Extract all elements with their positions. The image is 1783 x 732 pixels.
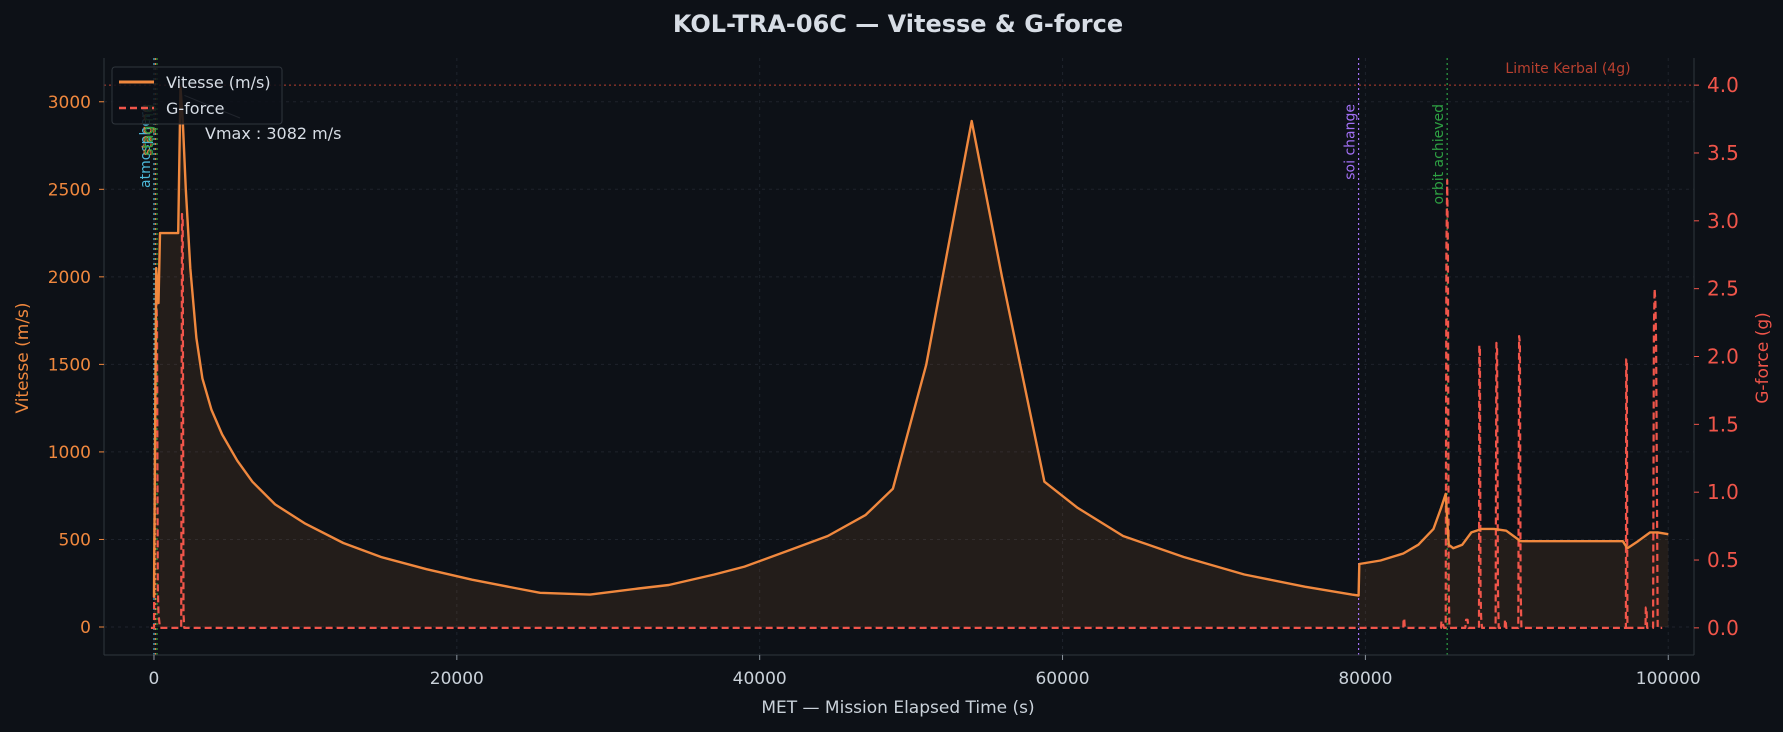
y-left-tick-label: 2500 [48,180,91,200]
y-left-tick-label: 500 [59,530,91,550]
velocity-fill [154,87,1669,627]
y-right-tick-label: 2.0 [1707,345,1739,369]
limit-label: Limite Kerbal (4g) [1505,61,1630,77]
y-right-tick-label: 3.5 [1707,141,1739,165]
y-right-tick-label: 1.0 [1707,480,1739,504]
y-axis-left-label: Vitesse (m/s) [13,302,33,413]
velocity-area [154,87,1669,627]
legend-label-velocity: Vitesse (m/s) [166,73,271,92]
velocity-line [152,86,1669,598]
legend-label-gforce: G-force [166,99,224,118]
x-tick-label: 40000 [733,669,787,689]
tick-labels: 0 20000 40000 60000 80000 100000 0 500 1000 1500 2… [48,73,1739,689]
y-right-tick-label: 4.0 [1707,73,1739,97]
limit-line-group: Limite Kerbal (4g) [104,61,1694,86]
grid [104,58,1694,655]
x-tick-label: 60000 [1035,669,1089,689]
event-label: atmosphere [138,104,154,188]
y-right-tick-label: 1.5 [1707,412,1739,436]
event-label: orbit achieved [1431,104,1447,204]
event-label: soi change [1343,104,1359,180]
y-axis-right-label: G-force (g) [1753,312,1773,404]
y-right-tick-label: 0.0 [1707,616,1739,640]
legend-box [111,66,283,125]
x-tick-label: 100000 [1636,669,1701,689]
x-tick-label: 80000 [1338,669,1392,689]
y-right-tick-label: 3.0 [1707,209,1739,233]
x-axis-label: MET — Mission Elapsed Time (s) [761,698,1034,718]
y-left-tick-label: 2000 [48,268,91,288]
vmax-annotation: Vmax : 3082 m/s [205,124,341,143]
y-right-tick-label: 2.5 [1707,277,1739,301]
x-tick-label: 20000 [430,669,484,689]
y-left-tick-label: 1500 [48,355,91,375]
chart-title: KOL-TRA-06C — Vitesse & G-force [673,10,1123,38]
x-tick-label: 0 [149,669,160,689]
y-left-tick-label: 0 [80,618,91,638]
y-left-tick-label: 3000 [48,93,91,113]
y-left-tick-label: 1000 [48,443,91,463]
legend: Vitesse (m/s) G-force [111,66,283,125]
y-right-tick-label: 0.5 [1707,548,1739,572]
